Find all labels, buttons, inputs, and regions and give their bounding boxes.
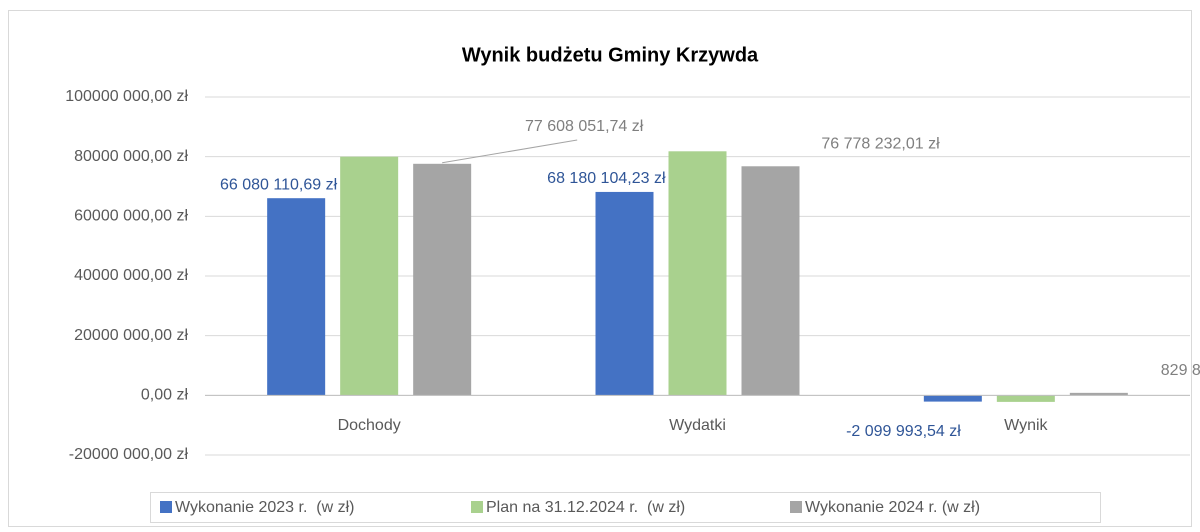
data-label: 66 080 110,69 zł <box>220 176 338 193</box>
legend-swatch <box>790 501 802 513</box>
y-tick-label: -20000 000,00 zł <box>69 446 189 463</box>
bar <box>923 395 982 402</box>
bar <box>595 191 654 396</box>
x-tick-label: Wynik <box>1004 417 1048 434</box>
x-tick-label: Dochody <box>338 417 401 434</box>
bar <box>340 156 399 396</box>
data-label: 829 819,73 zł <box>1161 362 1200 379</box>
legend-frame <box>150 492 1101 523</box>
legend-label: Wykonanie 2023 r. (w zł) <box>175 499 354 516</box>
y-tick-label: 0,00 zł <box>141 387 189 404</box>
bar <box>267 198 326 396</box>
x-tick-label: Wydatki <box>669 417 726 434</box>
legend-swatch <box>471 501 483 513</box>
legend-label: Plan na 31.12.2024 r. (w zł) <box>486 499 685 516</box>
legend-swatch <box>160 501 172 513</box>
y-tick-label: 100000 000,00 zł <box>65 88 188 105</box>
legend-label: Wykonanie 2024 r. (w zł) <box>805 499 980 516</box>
bar <box>1069 392 1128 396</box>
y-tick-label: 40000 000,00 zł <box>74 267 188 284</box>
y-tick-label: 60000 000,00 zł <box>74 208 188 225</box>
bar <box>413 163 472 396</box>
y-tick-label: 80000 000,00 zł <box>74 148 188 165</box>
leader-line <box>442 139 578 164</box>
data-label: 76 778 232,01 zł <box>821 135 940 152</box>
chart-title: Wynik budżetu Gminy Krzywda <box>462 44 759 66</box>
data-label: 68 180 104,23 zł <box>547 170 666 187</box>
data-label: 77 608 051,74 zł <box>525 118 644 135</box>
data-label: -2 099 993,54 zł <box>846 423 961 440</box>
bar <box>996 395 1055 402</box>
y-tick-label: 20000 000,00 zł <box>74 327 188 344</box>
bar <box>668 151 727 396</box>
bar <box>741 166 800 396</box>
